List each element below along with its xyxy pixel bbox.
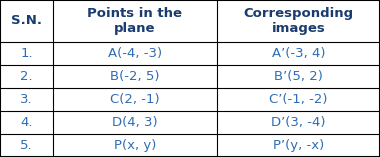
Text: D’(3, -4): D’(3, -4) [271,116,326,129]
Text: Corresponding
images: Corresponding images [243,7,353,35]
Text: P(x, y): P(x, y) [114,139,156,152]
Bar [0,65,53,88]
Text: 5.: 5. [20,139,33,152]
Text: P’(y, -x): P’(y, -x) [273,139,324,152]
Bar [53,42,217,65]
Bar [217,134,380,157]
Text: B’(5, 2): B’(5, 2) [274,70,323,83]
Bar [53,111,217,134]
Bar [0,88,53,111]
Text: 4.: 4. [21,116,33,129]
Text: 2.: 2. [20,70,33,83]
Text: 3.: 3. [20,93,33,106]
Bar [0,42,53,65]
Bar [217,65,380,88]
Bar [217,42,380,65]
Text: A’(-3, 4): A’(-3, 4) [272,47,325,60]
Bar [0,111,53,134]
Text: 1.: 1. [20,47,33,60]
Bar [217,111,380,134]
Bar [53,0,217,42]
Text: B(-2, 5): B(-2, 5) [110,70,160,83]
Text: C(2, -1): C(2, -1) [110,93,160,106]
Bar [0,0,53,42]
Text: D(4, 3): D(4, 3) [112,116,158,129]
Bar [217,0,380,42]
Bar [53,88,217,111]
Bar [53,134,217,157]
Bar [53,65,217,88]
Text: S.N.: S.N. [11,14,42,27]
Text: Points in the
plane: Points in the plane [87,7,182,35]
Bar [217,88,380,111]
Text: A(-4, -3): A(-4, -3) [108,47,162,60]
Bar [0,134,53,157]
Text: C’(-1, -2): C’(-1, -2) [269,93,328,106]
